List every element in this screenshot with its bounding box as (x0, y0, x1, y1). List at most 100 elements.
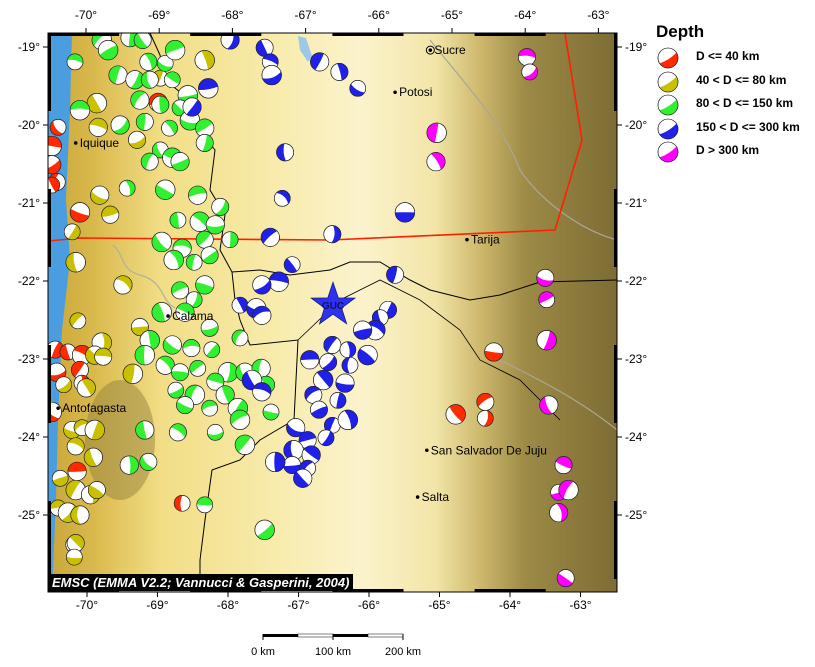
frame-segment (614, 189, 617, 267)
focal-mechanism-beachball (231, 296, 249, 314)
focal-mechanism-beachball (195, 134, 214, 152)
focal-mechanism-beachball (66, 437, 85, 456)
focal-mechanism-beachball (215, 385, 235, 405)
focal-mechanism-beachball (101, 205, 120, 224)
lon-tick-label-bottom: -70° (76, 598, 98, 612)
legend-item-depth-1: D <= 40 km (656, 46, 815, 70)
focal-mechanism-beachball (87, 481, 106, 499)
focal-mechanism-beachball (254, 519, 275, 540)
lat-tick-label-right: -22° (625, 274, 647, 288)
legend-beachball-icon (657, 94, 679, 116)
focal-mechanism-beachball (221, 231, 239, 248)
focal-mechanism-beachball (317, 429, 335, 447)
focal-mechanism-beachball (200, 246, 219, 265)
focal-mechanism-beachball (313, 369, 334, 391)
legend-label: 80 < D <= 150 km (696, 96, 794, 110)
station-layer: GUC (310, 280, 357, 325)
focal-mechanism-beachball (276, 143, 295, 162)
legend-beachball-icon (657, 118, 679, 139)
lat-tick-label-left: -19° (18, 40, 40, 54)
focal-mechanism-beachball (108, 65, 128, 85)
focal-mechanism-beachball (84, 419, 105, 441)
city-label: Potosi (399, 85, 432, 99)
lat-tick-label-left: -22° (18, 274, 40, 288)
city-dot-icon (73, 141, 78, 145)
focal-mechanism-beachball (151, 95, 170, 114)
lon-tick-label-bottom: -63° (569, 598, 591, 612)
river (112, 244, 176, 309)
lon-tick-label-top: -65° (441, 8, 463, 22)
lat-tick-label-right: -19° (625, 40, 647, 54)
lat-tick-label-left: -25° (18, 508, 40, 522)
focal-mechanism-beachball (151, 302, 172, 323)
focal-mechanism-beachball (310, 52, 330, 72)
lat-tick-label-left: -21° (18, 196, 40, 210)
lon-tick-label-top: -63° (587, 8, 609, 22)
focal-mechanism-beachball (189, 211, 210, 232)
lake (298, 36, 312, 62)
credit-label: EMSC (EMMA V2.2; Vannucci & Gasperini, 2… (48, 574, 354, 591)
focal-mechanism-beachball (69, 202, 91, 223)
focal-mechanism-beachball (140, 152, 159, 171)
city-label: Salta (422, 490, 450, 504)
focal-mechanism-beachball (69, 100, 91, 121)
legend-beachball-icon (657, 47, 679, 69)
frame-segment (48, 189, 51, 267)
focal-mechanism-beachball (252, 275, 272, 295)
focal-mechanism-beachball (94, 347, 113, 366)
focal-mechanism-beachball (98, 40, 119, 61)
focal-mechanism-beachball (283, 256, 301, 273)
lon-tick-label-bottom: -64° (499, 598, 521, 612)
lon-tick-label-bottom: -65° (428, 598, 450, 612)
city-dot-icon (465, 237, 469, 242)
lat-tick-label-right: -25° (625, 508, 647, 522)
focal-mechanism-beachball (48, 401, 62, 423)
focal-mechanism-beachball (49, 119, 67, 136)
focal-mechanism-beachball (163, 249, 184, 271)
lat-tick-label-right: -23° (625, 352, 647, 366)
focal-mechanism-beachball (134, 345, 155, 366)
city-dot-icon (393, 90, 397, 95)
lon-tick-label-bottom: -67° (287, 598, 309, 612)
focal-mechanism-beachball (198, 78, 219, 99)
focal-mechanism-beachball (182, 339, 201, 357)
focal-mechanism-beachball (330, 63, 349, 81)
focal-mechanism-beachball (66, 534, 85, 552)
focal-mechanism-beachball (353, 320, 373, 340)
focal-mechanism-beachball (341, 356, 359, 374)
focal-mechanism-beachball (477, 409, 494, 427)
focal-mechanism-beachball (484, 342, 504, 362)
events-layer (48, 33, 579, 588)
focal-mechanism-beachball (66, 548, 83, 566)
focal-mechanism-beachball (518, 48, 536, 67)
frame-segment (474, 33, 546, 36)
focal-mechanism-beachball (175, 302, 195, 322)
focal-mechanism-beachball (135, 112, 154, 131)
lon-tick-label-bottom: -68° (217, 598, 239, 612)
focal-mechanism-beachball (182, 97, 202, 117)
lat-tick-label-right: -24° (625, 430, 647, 444)
legend-item-depth-3: 80 < D <= 150 km (656, 93, 815, 117)
focal-mechanism-beachball (128, 130, 146, 149)
city-dot-icon (428, 48, 433, 52)
focal-mechanism-beachball (69, 312, 87, 330)
focal-mechanism-beachball (162, 335, 182, 355)
city-dot-icon (166, 314, 170, 318)
province-border (297, 279, 561, 421)
focal-mechanism-beachball (130, 90, 150, 110)
focal-mechanism-beachball (335, 373, 355, 393)
focal-mechanism-beachball (217, 362, 239, 383)
focal-mechanism-beachball (329, 392, 347, 409)
focal-mechanism-beachball (205, 215, 225, 235)
focal-mechanism-beachball (220, 33, 240, 50)
lon-tick-label-top: -67° (295, 8, 317, 22)
legend-label: D > 300 km (696, 143, 760, 157)
lat-tick-label-right: -21° (625, 196, 647, 210)
focal-mechanism-beachball (173, 494, 191, 512)
focal-mechanism-beachball (165, 40, 186, 61)
city-label: Tarija (471, 233, 500, 247)
legend-item-depth-2: 40 < D <= 80 km (656, 70, 815, 94)
focal-mechanism-beachball (539, 395, 559, 415)
focal-mechanism-beachball (71, 361, 89, 379)
focal-mechanism-beachball (273, 190, 291, 207)
